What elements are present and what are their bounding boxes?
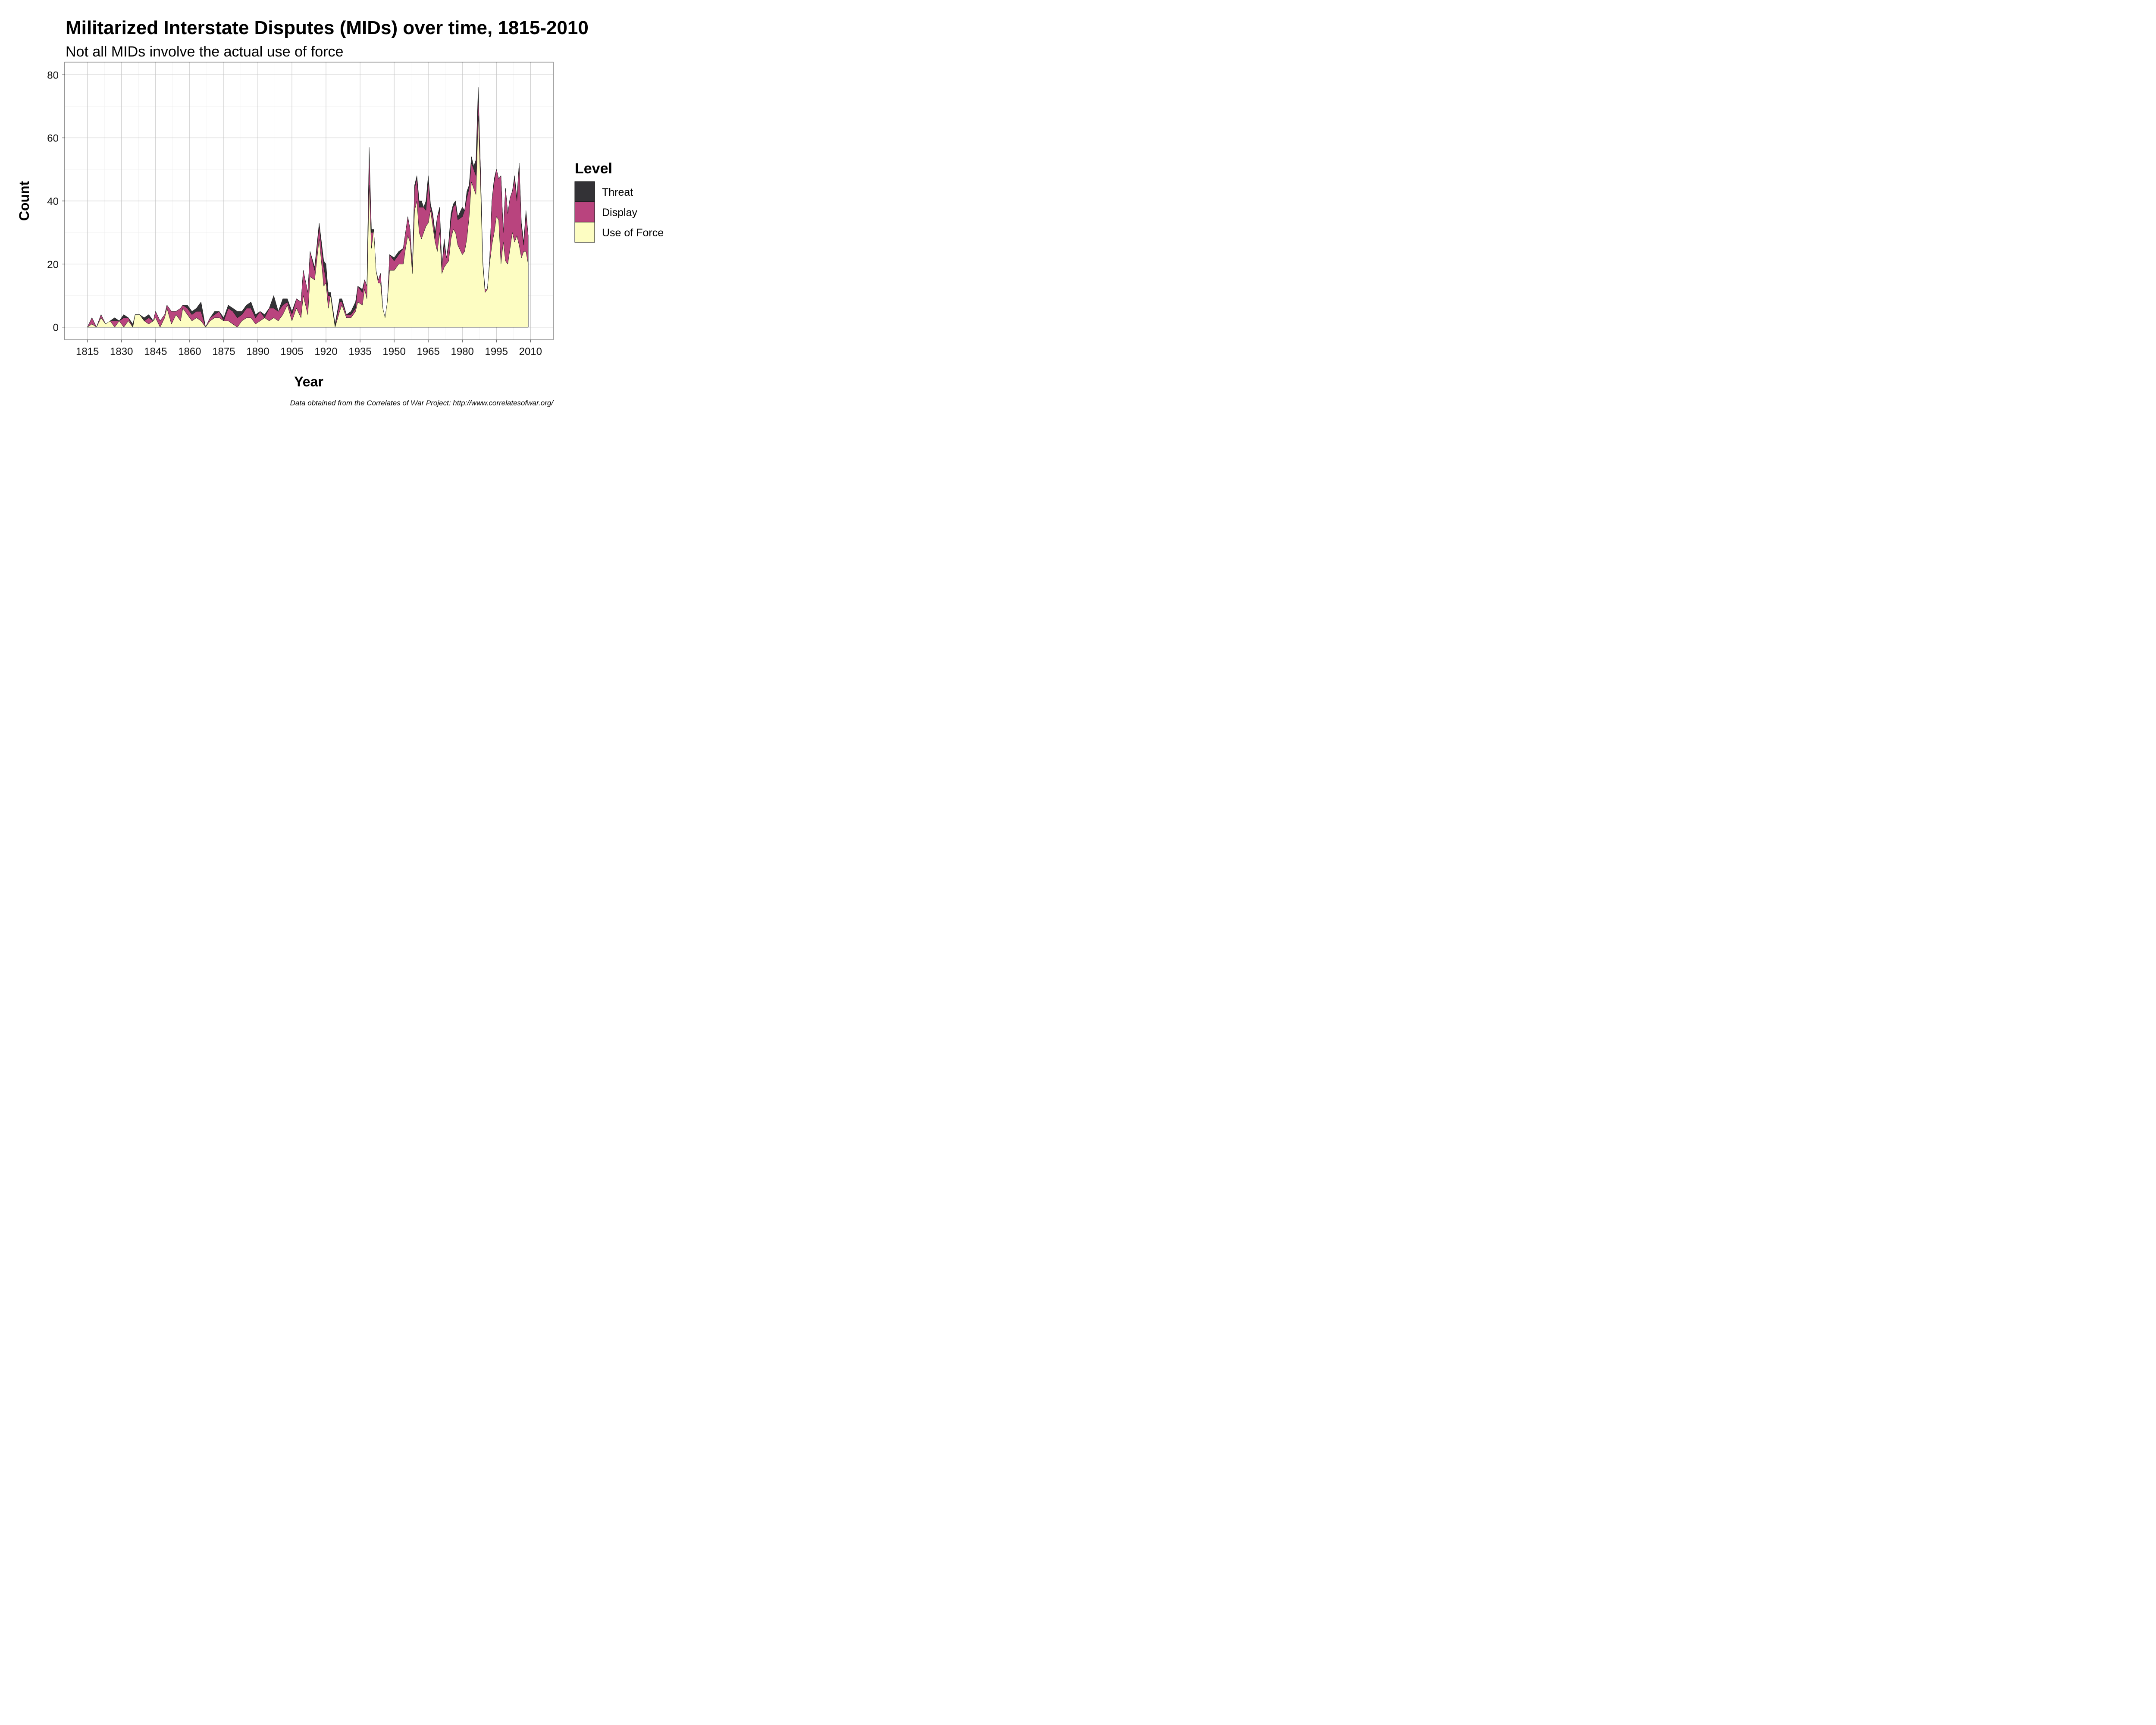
- x-tick-label: 1815: [76, 346, 99, 358]
- y-axis: 0 20 40 60 80: [47, 69, 65, 334]
- legend-key-use-of-force: [574, 222, 595, 243]
- legend-key-threat: [574, 181, 595, 202]
- legend-label-display: Display: [602, 207, 637, 219]
- x-tick-label: 1875: [212, 346, 235, 358]
- legend-key-display: [574, 201, 595, 223]
- x-tick-label: 1830: [110, 346, 133, 358]
- x-tick-label: 1860: [178, 346, 201, 358]
- area-use-of-force: [87, 116, 529, 328]
- y-tick-label: 40: [47, 196, 59, 207]
- legend: Level Threat Display Use of Force: [574, 160, 664, 243]
- x-tick-label: 1965: [417, 346, 439, 358]
- x-tick-label: 1890: [246, 346, 269, 358]
- y-tick-label: 0: [53, 322, 59, 334]
- x-tick-label: 1845: [144, 346, 167, 358]
- x-axis-title: Year: [294, 374, 323, 389]
- y-tick-label: 80: [47, 69, 59, 81]
- x-axis: 1815 1830 1845 1860 1875 1890 1905 1920 1935 1950…: [76, 340, 542, 358]
- legend-label-threat: Threat: [602, 186, 633, 198]
- chart-title: Militarized Interstate Disputes (MIDs) o…: [66, 17, 589, 38]
- legend-title: Level: [575, 160, 612, 177]
- x-tick-label: 1935: [348, 346, 371, 358]
- x-tick-label: 1950: [382, 346, 405, 358]
- y-axis-title: Count: [16, 181, 32, 221]
- stacked-areas: [87, 87, 529, 328]
- legend-label-use-of-force: Use of Force: [602, 227, 664, 239]
- x-tick-label: 1980: [451, 346, 474, 358]
- chart-subtitle: Not all MIDs involve the actual use of f…: [66, 44, 343, 60]
- y-tick-label: 20: [47, 259, 59, 270]
- x-tick-label: 1995: [485, 346, 508, 358]
- data-source-caption: Data obtained from the Correlates of War…: [290, 399, 555, 407]
- y-tick-label: 60: [47, 133, 59, 144]
- x-tick-label: 1905: [280, 346, 303, 358]
- x-tick-label: 1920: [314, 346, 337, 358]
- mid-area-chart: Militarized Interstate Disputes (MIDs) o…: [16, 17, 664, 407]
- x-tick-label: 2010: [519, 346, 542, 358]
